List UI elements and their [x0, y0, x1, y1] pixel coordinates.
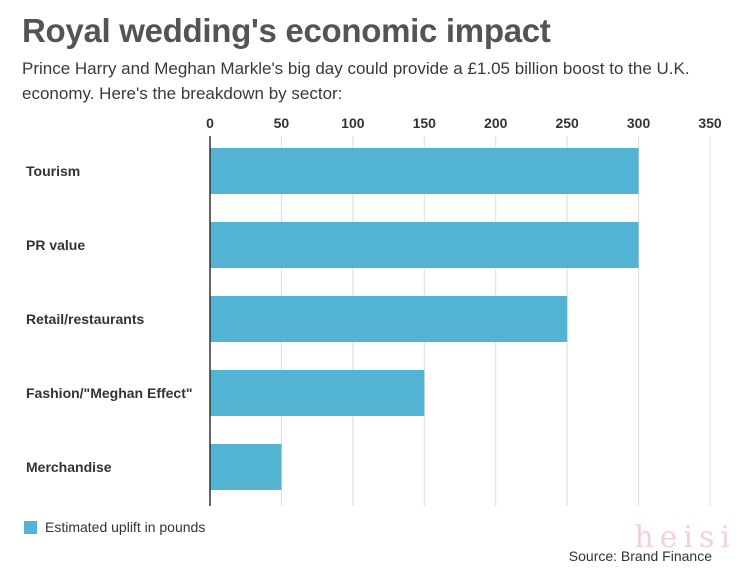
bar: [210, 222, 639, 268]
category-label: PR value: [26, 237, 85, 253]
bar: [210, 370, 425, 416]
category-label: Fashion/"Meghan Effect": [26, 385, 193, 401]
bar: [210, 444, 282, 490]
x-tick-label: 100: [341, 115, 365, 131]
legend-label: Estimated uplift in pounds: [45, 519, 206, 535]
chart-title: Royal wedding's economic impact: [22, 12, 551, 49]
source-note: Source: Brand Finance: [568, 548, 712, 564]
x-tick-label: 250: [555, 115, 579, 131]
watermark-logo: heisi: [634, 520, 736, 555]
x-tick-label: 200: [484, 115, 508, 131]
bar: [210, 148, 639, 194]
x-tick-label: 150: [413, 115, 437, 131]
x-tick-label: 0: [206, 115, 214, 131]
legend-swatch: [24, 520, 37, 534]
x-tick-label: 50: [274, 115, 290, 131]
category-label: Tourism: [26, 163, 80, 179]
bar: [210, 296, 568, 342]
category-label: Merchandise: [26, 459, 112, 475]
chart-subtitle: Prince Harry and Meghan Markle's big day…: [22, 59, 690, 103]
x-tick-label: 350: [698, 115, 722, 131]
legend: Estimated uplift in pounds: [24, 519, 205, 535]
category-label: Retail/restaurants: [26, 311, 144, 327]
x-tick-label: 300: [627, 115, 651, 131]
